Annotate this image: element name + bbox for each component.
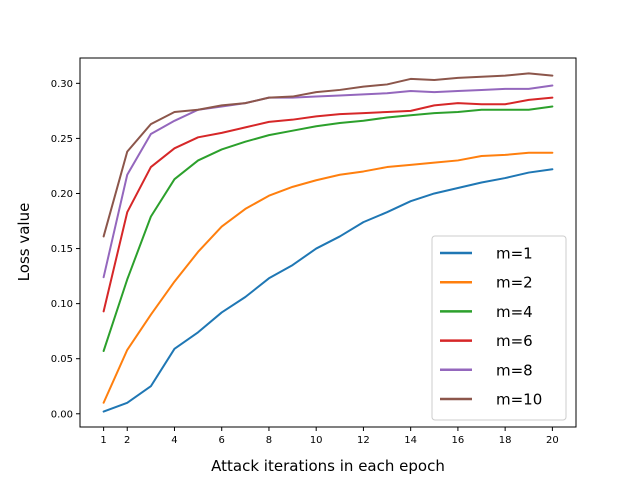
y-axis-label: Loss value [15,203,33,282]
y-tick-label: 0.25 [51,134,73,145]
series-line-m=8 [102,84,554,279]
x-tick-label: 18 [499,435,512,446]
x-tick-label: 2 [124,435,130,446]
legend-label-m=10: m=10 [496,391,542,409]
series-line-m=6 [102,96,554,313]
x-tick-label: 10 [310,435,323,446]
series-line-m=4 [102,105,554,352]
y-tick-label: 0.05 [51,354,73,365]
y-tick-label: 0.20 [51,189,73,200]
plot-frame [79,57,577,428]
legend-label-m=2: m=2 [496,274,533,292]
legend-label-m=1: m=1 [496,245,533,263]
series-line-m=10 [102,72,554,238]
y-tick-label: 0.00 [51,409,73,420]
y-axis: 0.00 0.05 0.10 0.15 0.20 0.25 0.30 [51,79,80,420]
legend: m=1 m=2 m=4 m=6 m=8 m=10 [431,235,567,421]
series-layer [102,72,554,413]
x-tick-label: 6 [219,435,225,446]
x-axis: 1 2 4 6 8 10 12 14 16 18 20 [100,427,559,446]
x-tick-label: 14 [404,435,417,446]
y-tick-label: 0.30 [51,79,73,90]
legend-label-m=4: m=4 [496,303,533,321]
x-tick-label: 12 [357,435,370,446]
y-tick-label: 0.10 [51,299,73,310]
x-tick-label: 8 [266,435,272,446]
x-tick-label: 4 [171,435,177,446]
x-tick-label: 16 [452,435,465,446]
legend-label-m=6: m=6 [496,332,533,350]
x-tick-label: 20 [546,435,559,446]
x-axis-label: Attack iterations in each epoch [211,457,445,475]
series-line-m=1 [102,168,554,413]
y-tick-label: 0.15 [51,244,73,255]
series-line-m=2 [102,151,554,404]
legend-label-m=8: m=8 [496,361,533,379]
x-tick-label: 1 [100,435,106,446]
